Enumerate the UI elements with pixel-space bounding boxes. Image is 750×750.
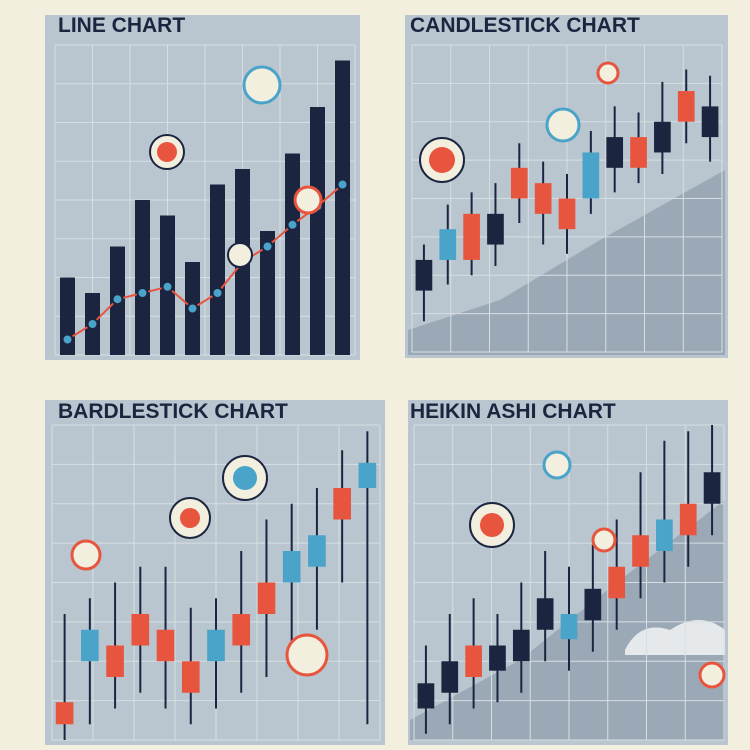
candle-body: [703, 472, 721, 504]
bar: [210, 184, 225, 355]
line-point: [261, 240, 274, 253]
bar: [335, 60, 350, 355]
candle-body: [81, 629, 99, 662]
charts: LINE CHART CANDLESTICK CHART BARDLESTICK C…: [51, 14, 725, 741]
candle-body: [487, 213, 504, 245]
candle-body: [512, 629, 530, 662]
candle-body: [441, 661, 459, 693]
line-point: [61, 333, 74, 346]
chart-title: CANDLESTICK CHART: [410, 14, 640, 37]
candle-body: [415, 259, 433, 291]
decor-circles: [70, 61, 726, 689]
candle-body: [560, 614, 578, 640]
badge: [596, 61, 620, 85]
chart-title: HEIKIN ASHI CHART: [410, 400, 616, 423]
candle-body: [181, 661, 200, 693]
cloud: [625, 620, 725, 655]
candle-body: [257, 582, 276, 614]
candle-body: [558, 198, 576, 230]
candle-body: [489, 645, 506, 671]
candle-body: [584, 588, 602, 621]
candle-body: [536, 598, 554, 630]
candle-body: [417, 683, 435, 709]
line-point: [111, 293, 124, 306]
candle-body: [358, 462, 377, 488]
candle-body: [630, 137, 647, 168]
line-point: [286, 218, 299, 231]
candle-body: [534, 183, 552, 214]
candle-body: [55, 702, 74, 725]
candle-body: [632, 535, 649, 567]
candle-body: [677, 91, 695, 122]
badge: [285, 633, 329, 677]
bar: [310, 107, 325, 355]
line-point: [161, 280, 174, 293]
badge: [242, 65, 282, 105]
candle-body: [463, 213, 480, 260]
badge: [293, 185, 323, 215]
line-point: [86, 318, 99, 330]
chart-title: LINE CHART: [58, 14, 185, 37]
candle-body: [608, 566, 626, 599]
bar: [135, 200, 150, 355]
line-point: [211, 287, 224, 299]
candle-body: [439, 229, 457, 260]
badge: [542, 450, 572, 480]
candle-body: [606, 137, 624, 168]
badge: [180, 508, 200, 528]
line-point: [336, 178, 349, 191]
badge: [480, 513, 504, 537]
candle-body: [131, 614, 150, 646]
bar: [285, 153, 300, 355]
badge: [545, 107, 581, 143]
candle-body: [232, 614, 251, 646]
candle-body: [656, 519, 673, 551]
candle-body: [510, 167, 528, 199]
candle-body: [654, 121, 671, 153]
candle-body: [207, 629, 225, 662]
badge: [227, 242, 253, 268]
badge: [429, 147, 455, 173]
line-point: [186, 302, 199, 315]
chart-title: BARDLESTICK CHART: [58, 400, 288, 423]
candle-body: [308, 535, 326, 567]
candle-body: [333, 488, 351, 520]
badge: [70, 539, 102, 571]
badge: [157, 142, 177, 162]
badge: [698, 661, 726, 689]
candle-body: [106, 645, 124, 677]
candle-body: [156, 629, 175, 662]
candle-body: [465, 645, 482, 677]
badge: [591, 527, 617, 553]
bar: [260, 231, 275, 355]
candle-body: [282, 551, 301, 583]
badge: [233, 466, 257, 490]
candle-body: [582, 152, 600, 199]
line-point: [136, 287, 149, 299]
candle-body: [701, 106, 719, 138]
candle-body: [679, 503, 697, 536]
